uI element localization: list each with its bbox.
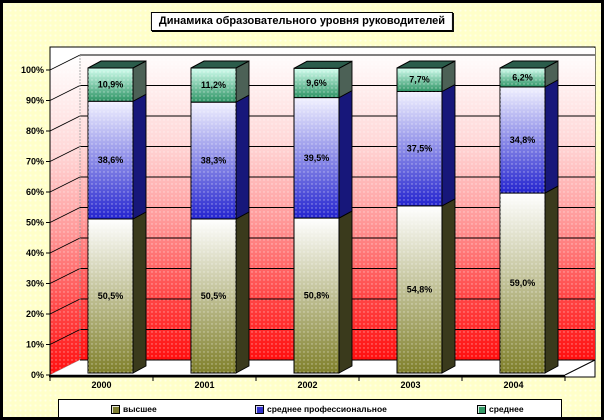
- data-label: 7,7%: [409, 75, 430, 85]
- bar-2004: 59,0% 34,8% 6,2%: [499, 60, 559, 374]
- bar-top-face: [396, 60, 456, 69]
- data-label: 10,9%: [98, 80, 124, 90]
- legend-item-vysshee: высшее: [111, 400, 157, 417]
- bar-segment-side: [132, 211, 147, 374]
- bar-2000: 50,5% 38,6% 10,9%: [87, 60, 147, 374]
- bar-segment-side: [235, 94, 250, 220]
- stacked-bar-chart-3d: 0%10%20%30%40%50%60%70%80%90%100%2000 200…: [21, 46, 596, 390]
- bar-2003: 54,8% 37,5% 7,7%: [396, 60, 456, 374]
- y-tick-label: 50%: [26, 218, 44, 228]
- bar-top-face: [293, 60, 353, 69]
- bar-2001: 50,5% 38,3% 11,2%: [190, 60, 250, 374]
- bar-segment-side: [338, 89, 353, 219]
- data-label: 50,5%: [98, 291, 124, 301]
- x-category-label: 2001: [194, 380, 214, 390]
- bar-top-face: [87, 60, 147, 69]
- bar-segment-side: [132, 93, 147, 220]
- bar-segment-side: [544, 185, 559, 374]
- x-category-label: 2004: [503, 380, 523, 390]
- bar-top-face: [190, 60, 250, 69]
- legend-label: высшее: [123, 404, 157, 414]
- legend-item-srednee: среднее: [477, 400, 524, 417]
- bar-segment-side: [338, 210, 353, 374]
- data-label: 39,5%: [304, 153, 330, 163]
- y-tick-label: 100%: [21, 65, 44, 75]
- data-label: 38,6%: [98, 155, 124, 165]
- data-label: 50,8%: [304, 291, 330, 301]
- data-label: 9,6%: [306, 78, 327, 88]
- y-tick-label: 10%: [26, 340, 44, 350]
- y-tick-label: 70%: [26, 157, 44, 167]
- legend-label: среднее: [489, 404, 524, 414]
- bars: 50,5% 38,6% 10,9% 50,5% 38,3% 11,2% 50,8% 39,5%…: [87, 60, 559, 374]
- y-tick-label: 40%: [26, 248, 44, 258]
- bar-segment-side: [235, 211, 250, 374]
- chart-legend: высшее среднее профессиональное среднее: [58, 399, 562, 417]
- data-label: 11,2%: [201, 80, 226, 90]
- x-axis-labels: 2000 2001 2002 2003 2004: [49, 376, 566, 390]
- y-tick-label: 30%: [26, 279, 44, 289]
- y-tick-label: 90%: [26, 96, 44, 106]
- data-label: 38,3%: [201, 156, 227, 166]
- chart-title: Динамика образовательного уровня руковод…: [158, 15, 446, 27]
- data-label: 54,8%: [407, 284, 433, 294]
- data-label: 50,5%: [201, 291, 227, 301]
- bar-segment-side: [544, 79, 559, 194]
- y-axis-labels: 0% 10% 20% 30% 40% 50% 60% 70% 80% 90% 100%: [21, 65, 50, 380]
- bar-segment-side: [441, 83, 456, 207]
- bar-segment-side: [441, 198, 456, 374]
- y-tick-label: 20%: [26, 309, 44, 319]
- data-label: 6,2%: [512, 72, 533, 82]
- legend-swatch-vysshee-icon: [111, 404, 120, 414]
- data-label: 34,8%: [510, 135, 536, 145]
- y-tick-label: 80%: [26, 126, 44, 136]
- x-category-label: 2000: [91, 380, 111, 390]
- y-tick-label: 60%: [26, 187, 44, 197]
- bar-top-face: [499, 60, 559, 69]
- bar-2002: 50,8% 39,5% 9,6%: [293, 60, 353, 374]
- chart-title-box: Динамика образовательного уровня руковод…: [150, 12, 454, 31]
- legend-swatch-srednee-icon: [477, 404, 486, 414]
- legend-item-srednee-prof: среднее профессиональное: [255, 400, 387, 417]
- x-category-label: 2003: [400, 380, 420, 390]
- legend-swatch-srednee-prof-icon: [255, 404, 264, 414]
- data-label: 59,0%: [510, 278, 536, 288]
- x-category-label: 2002: [297, 380, 317, 390]
- y-tick-label: 0%: [31, 370, 44, 380]
- data-label: 37,5%: [407, 144, 433, 154]
- legend-label: среднее профессиональное: [267, 404, 387, 414]
